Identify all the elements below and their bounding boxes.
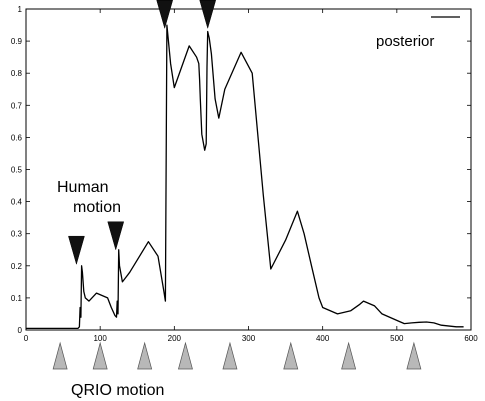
y-tick-label: 0.1 [11, 294, 23, 303]
x-axis-ticks: 0 100 200 300 400 500 600 [24, 9, 478, 343]
x-tick-label: 200 [168, 334, 182, 343]
human-motion-marker-icon [199, 0, 217, 30]
qrio-motion-marker-icon [92, 341, 108, 370]
x-tick-label: 100 [93, 334, 107, 343]
x-tick-label: 400 [316, 334, 330, 343]
human-motion-markers [68, 0, 217, 266]
human-motion-marker-icon [68, 235, 85, 266]
y-tick-label: 1 [18, 5, 23, 14]
x-tick-label: 0 [24, 334, 29, 343]
qrio-motion-marker-icon [178, 341, 193, 370]
y-tick-label: 0.2 [11, 262, 23, 271]
qrio-motion-marker-icon [222, 341, 238, 370]
human-motion-marker-icon [107, 221, 125, 251]
y-tick-label: 0.5 [11, 166, 23, 175]
plot-frame [25, 8, 472, 331]
qrio-motion-markers [52, 341, 422, 370]
human-motion-label: motion [73, 199, 121, 216]
qrio-motion-marker-icon [406, 341, 422, 370]
x-tick-label: 600 [464, 334, 478, 343]
legend: posterior [376, 16, 460, 50]
y-axis-ticks: 0 0.1 0.2 0.3 0.4 0.5 0.6 0.7 0.8 0.9 1 [11, 5, 471, 335]
y-tick-label: 0.6 [11, 133, 23, 142]
y-tick-label: 0.8 [11, 69, 23, 78]
human-motion-marker-icon [156, 0, 174, 30]
x-tick-label: 300 [242, 334, 256, 343]
qrio-motion-marker-icon [341, 341, 357, 370]
series-line-posterior [26, 24, 464, 330]
qrio-motion-marker-icon [137, 341, 153, 370]
series-layer [26, 24, 464, 330]
qrio-motion-marker-icon [283, 341, 299, 370]
y-tick-label: 0.4 [11, 198, 23, 207]
legend-label: posterior [376, 33, 434, 50]
qrio-motion-label: QRIO motion [71, 382, 164, 399]
x-tick-label: 500 [390, 334, 404, 343]
human-label: Human [57, 179, 109, 196]
y-tick-label: 0 [18, 326, 23, 335]
qrio-motion-marker-icon [52, 341, 68, 370]
axes-frame [25, 8, 472, 331]
y-tick-label: 0.7 [11, 101, 23, 110]
y-tick-label: 0.9 [11, 37, 23, 46]
y-tick-label: 0.3 [11, 230, 23, 239]
